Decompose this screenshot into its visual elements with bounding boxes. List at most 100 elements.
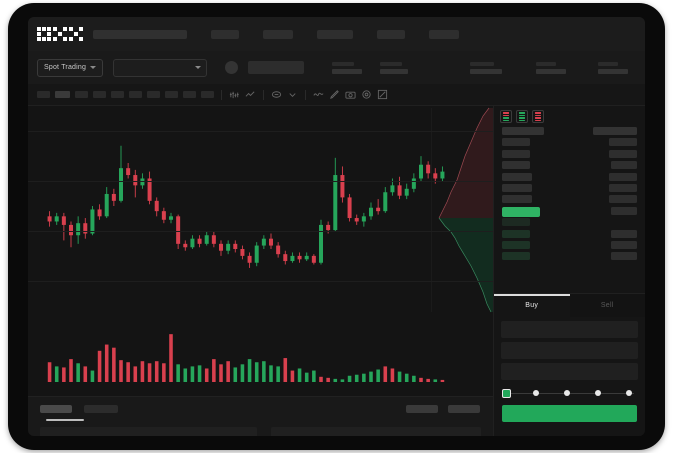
- volume-series: [47, 334, 445, 382]
- order-book-row-header[interactable]: [502, 127, 637, 136]
- slider-step-dot[interactable]: [564, 390, 570, 396]
- order-book-price-cell: [502, 218, 530, 227]
- order-book-row-spread[interactable]: [502, 206, 637, 217]
- order-book-price-cell: [502, 172, 532, 181]
- order-book-row-ask[interactable]: [502, 172, 637, 182]
- trading-pair-dropdown[interactable]: [113, 58, 208, 77]
- timeframe-button-7[interactable]: [147, 91, 160, 98]
- order-book-panel: [493, 106, 645, 293]
- line-chart-icon[interactable]: [245, 89, 256, 100]
- order-book-amount-cell: [611, 252, 637, 261]
- orders-action-2[interactable]: [448, 405, 480, 413]
- orders-field-row: [28, 427, 493, 436]
- market-type-label: Spot Trading: [44, 64, 87, 71]
- slider-step-dot[interactable]: [626, 390, 632, 396]
- trading-pair-name: [248, 61, 305, 74]
- indicators-icon[interactable]: [271, 89, 282, 100]
- okx-logo-icon[interactable]: [37, 27, 83, 41]
- timeframe-button-6[interactable]: [129, 91, 142, 98]
- tab-sell-label: Sell: [600, 302, 614, 309]
- timeframe-button-8[interactable]: [165, 91, 178, 98]
- timeframe-button-9[interactable]: [183, 91, 196, 98]
- order-book-rows[interactable]: [494, 127, 645, 261]
- submit-buy-button[interactable]: [502, 405, 637, 422]
- order-book-amount-cell: [609, 183, 637, 192]
- price-chart[interactable]: [28, 106, 493, 314]
- orders-tab-open[interactable]: [40, 405, 72, 413]
- tab-sell[interactable]: Sell: [569, 294, 645, 317]
- order-type-field[interactable]: [501, 321, 638, 338]
- market-type-dropdown[interactable]: Spot Trading: [37, 58, 104, 77]
- order-book-price-cell: [502, 127, 544, 135]
- pencil-draw-icon[interactable]: [329, 89, 340, 100]
- slider-step-dot[interactable]: [595, 390, 601, 396]
- order-book-row-ask[interactable]: [502, 161, 637, 170]
- stat-value: [332, 68, 363, 74]
- chevron-down-icon[interactable]: [287, 89, 298, 100]
- chart-gridline: [28, 130, 493, 132]
- logo-letter-x: [69, 27, 83, 41]
- timeframe-button-1[interactable]: [37, 91, 50, 98]
- order-book-row-bid[interactable]: [502, 229, 637, 239]
- chart-toolbar: [28, 84, 645, 106]
- ticker-stat-4: [536, 61, 567, 74]
- order-book-amount-cell: [609, 172, 637, 181]
- orders-field-2[interactable]: [270, 427, 481, 436]
- order-book-price-cell: [502, 229, 530, 238]
- chevron-down-icon: [90, 66, 97, 69]
- candlestick-chart-icon[interactable]: [229, 89, 240, 100]
- order-book-row-ask[interactable]: [502, 195, 637, 204]
- nav-item-2[interactable]: [263, 29, 293, 39]
- timeframe-button-10[interactable]: [201, 91, 214, 98]
- volume-chart[interactable]: [28, 314, 493, 396]
- orders-field-1[interactable]: [40, 427, 257, 436]
- orders-action-1[interactable]: [406, 405, 438, 413]
- slider-step-dot[interactable]: [533, 390, 539, 396]
- toolbar-divider: [221, 89, 222, 100]
- settings-gear-icon[interactable]: [361, 89, 372, 100]
- amount-field[interactable]: [501, 363, 638, 380]
- slider-handle[interactable]: [502, 389, 511, 398]
- candlestick-series: [47, 145, 445, 268]
- timeframe-button-4[interactable]: [93, 91, 106, 98]
- orderbook-both-icon[interactable]: [500, 110, 512, 123]
- stat-label: [380, 61, 403, 66]
- nav-item-5[interactable]: [429, 29, 459, 39]
- order-book-row-ask[interactable]: [502, 138, 637, 147]
- price-field[interactable]: [501, 342, 638, 359]
- active-tab-indicator: [46, 419, 84, 421]
- coin-avatar: [225, 61, 239, 74]
- timeframe-button-2[interactable]: [55, 91, 70, 98]
- trade-form-panel: Buy Sell: [493, 293, 645, 436]
- order-book-row-ask[interactable]: [502, 183, 637, 193]
- order-book-price-cell: [502, 195, 532, 204]
- nav-item-1[interactable]: [211, 29, 239, 39]
- stat-value: [536, 68, 567, 74]
- nav-search-field[interactable]: [93, 29, 187, 39]
- orders-tab-history[interactable]: [84, 405, 118, 413]
- logo-letter-k: [53, 27, 67, 41]
- wave-chart-icon[interactable]: [313, 89, 324, 100]
- fullscreen-icon[interactable]: [377, 89, 388, 100]
- ticker-stat-5: [598, 61, 629, 74]
- order-book-row-bid[interactable]: [502, 240, 637, 250]
- nav-item-4[interactable]: [377, 29, 405, 39]
- order-book-row-bid[interactable]: [502, 252, 637, 261]
- stat-label: [536, 61, 557, 66]
- order-book-row-ask[interactable]: [502, 149, 637, 159]
- orderbook-bids-icon[interactable]: [516, 110, 528, 123]
- chevron-down-icon: [195, 66, 202, 69]
- amount-percent-slider[interactable]: [502, 389, 637, 398]
- stat-value: [470, 68, 503, 74]
- camera-snapshot-icon[interactable]: [345, 89, 356, 100]
- chart-gridline: [28, 280, 493, 282]
- chart-gridline: [28, 180, 493, 182]
- order-book-price-cell: [502, 252, 530, 261]
- orders-panel: [28, 396, 493, 436]
- nav-item-3[interactable]: [317, 29, 353, 39]
- tab-buy[interactable]: Buy: [494, 294, 570, 317]
- timeframe-button-3[interactable]: [75, 91, 88, 98]
- order-book-row-bid[interactable]: [502, 218, 637, 227]
- timeframe-button-5[interactable]: [111, 91, 124, 98]
- orderbook-asks-icon[interactable]: [532, 110, 544, 123]
